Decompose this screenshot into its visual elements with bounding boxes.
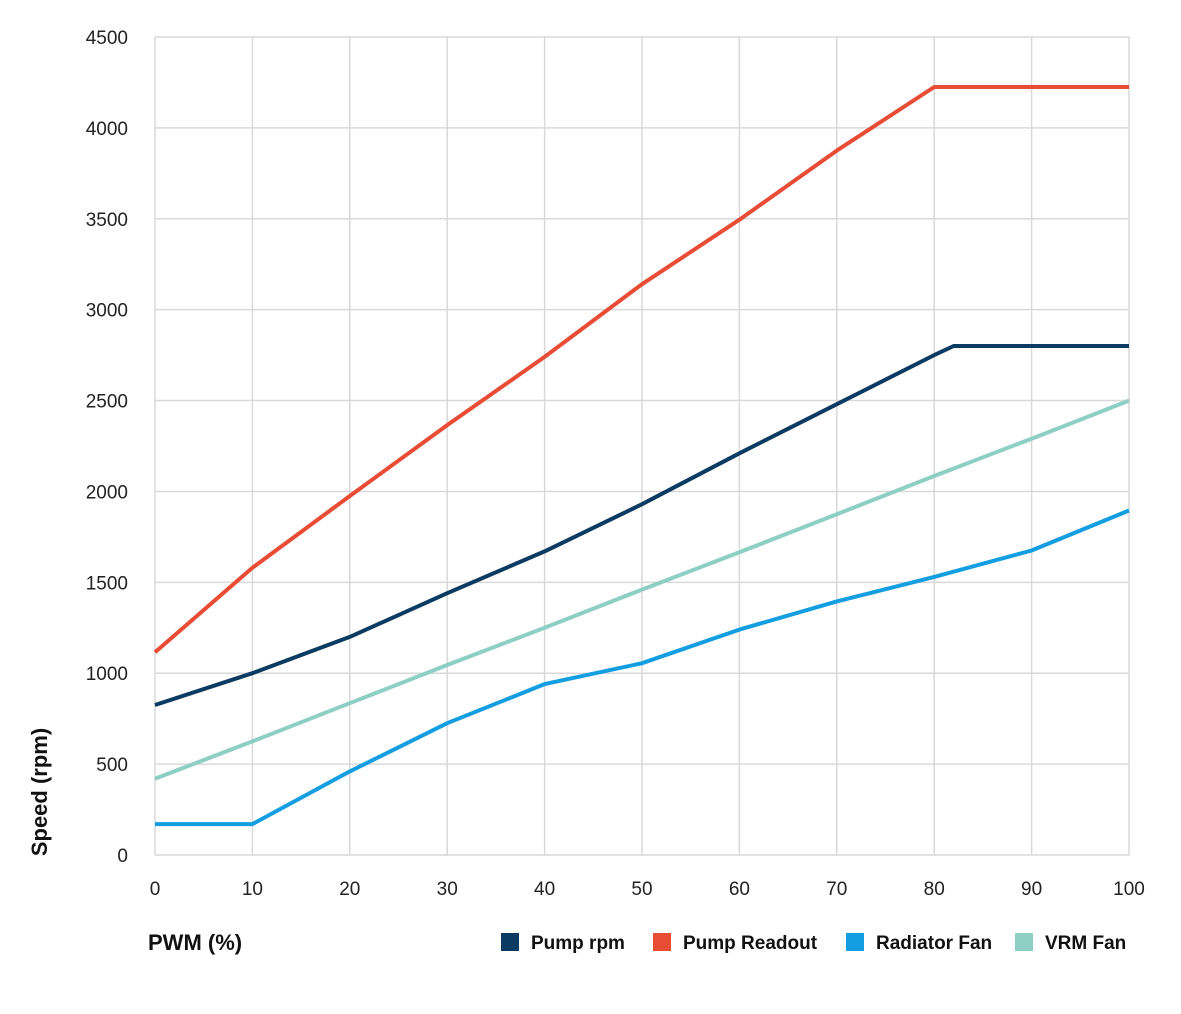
series-line-pump-rpm	[154, 344, 1129, 707]
x-tick-label: 0	[150, 879, 161, 900]
x-tick-label: 30	[437, 879, 458, 900]
y-axis-title: Speed (rpm)	[27, 728, 52, 856]
y-tick-label: 3000	[86, 301, 128, 322]
x-tick-label: 60	[729, 879, 750, 900]
legend-swatch	[1015, 933, 1033, 951]
x-tick-label: 10	[242, 879, 263, 900]
legend-item-radiator-fan: Radiator Fan	[846, 933, 992, 954]
y-tick-label: 500	[96, 755, 128, 776]
x-tick-label: 40	[534, 879, 555, 900]
y-axis-ticks: 0 500 1000 1500 2000 2500 3000 3500 4000 4500	[86, 28, 128, 867]
y-tick-label: 4500	[86, 28, 128, 49]
y-tick-label: 2500	[86, 392, 128, 413]
legend-item-pump-rpm: Pump rpm	[501, 933, 625, 954]
legend-label: Radiator Fan	[876, 933, 992, 954]
y-tick-label: 0	[117, 846, 128, 867]
legend-label: VRM Fan	[1045, 933, 1126, 954]
x-tick-label: 90	[1021, 879, 1042, 900]
x-tick-label: 20	[339, 879, 360, 900]
y-tick-label: 3500	[86, 210, 128, 231]
x-tick-label: 70	[826, 879, 847, 900]
x-axis-ticks: 0 10 20 30 40 50 60 70 80 90 100	[150, 879, 1145, 900]
x-tick-label: 50	[631, 879, 652, 900]
legend: Pump rpm Pump Readout Radiator Fan VRM Fan	[501, 933, 1126, 954]
y-tick-label: 2000	[86, 482, 128, 503]
legend-label: Pump Readout	[683, 933, 818, 954]
series-line-radiator-fan	[155, 508, 1130, 827]
legend-swatch	[501, 933, 519, 951]
y-tick-label: 1000	[86, 664, 128, 685]
legend-label: Pump rpm	[531, 933, 625, 954]
grid-lines	[154, 36, 1130, 856]
y-tick-label: 4000	[86, 119, 128, 140]
x-tick-label: 80	[924, 879, 945, 900]
legend-swatch	[846, 933, 864, 951]
legend-item-pump-readout: Pump Readout	[653, 933, 818, 954]
series-lines	[153, 85, 1130, 827]
x-axis-title: PWM (%)	[148, 930, 242, 955]
y-tick-label: 1500	[86, 573, 128, 594]
x-tick-label: 100	[1113, 879, 1145, 900]
legend-item-vrm-fan: VRM Fan	[1015, 933, 1126, 954]
series-line-pump-readout	[153, 85, 1129, 654]
series-line-vrm-fan	[154, 398, 1130, 781]
legend-swatch	[653, 933, 671, 951]
